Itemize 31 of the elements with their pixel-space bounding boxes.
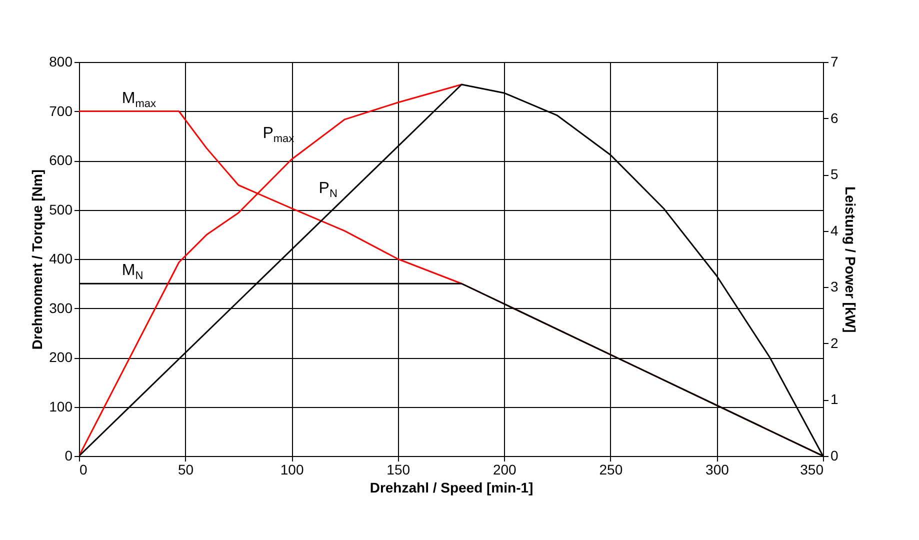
y2-tick-label: 5 bbox=[830, 166, 838, 182]
y2-tick-label: 2 bbox=[830, 334, 838, 351]
y-tick-label: 600 bbox=[49, 152, 73, 168]
x-tick-label: 300 bbox=[706, 462, 730, 478]
y-tick-label: 700 bbox=[49, 102, 73, 119]
x-tick-label: 0 bbox=[80, 462, 88, 478]
x-tick-label: 50 bbox=[178, 462, 194, 478]
series-label: M$_{max}$ bbox=[122, 90, 156, 110]
x-tick-label: 350 bbox=[800, 462, 824, 478]
y-tick-label: 400 bbox=[49, 250, 73, 266]
y-tick-label: 500 bbox=[49, 201, 73, 218]
y2-tick-label: 3 bbox=[830, 278, 838, 295]
y2-tick-label: 1 bbox=[830, 391, 838, 408]
y-tick-label: 800 bbox=[49, 54, 73, 70]
y-axis-title: Drehmoment / Torque [Nm] bbox=[29, 169, 46, 350]
series-label: M$_{N}$ bbox=[122, 262, 144, 282]
y-tick-label: 200 bbox=[49, 349, 73, 365]
y-tick-label: 100 bbox=[49, 398, 73, 414]
y2-tick-label: 0 bbox=[830, 448, 838, 464]
series-label: P$_{N}$ bbox=[318, 180, 338, 200]
x-tick-label: 100 bbox=[280, 462, 304, 478]
x-axis-title: Drehzahl / Speed [min-1] bbox=[370, 480, 534, 496]
y-tick-label: 0 bbox=[64, 448, 73, 464]
y2-tick-label: 7 bbox=[830, 54, 838, 70]
y2-axis-title: Leistung / Power [kW] bbox=[842, 186, 858, 333]
x-tick-label: 250 bbox=[599, 462, 623, 478]
y2-tick-label: 6 bbox=[830, 110, 838, 126]
x-tick-label: 150 bbox=[386, 462, 410, 478]
y2-tick-label: 4 bbox=[830, 222, 838, 238]
y-tick-label: 300 bbox=[49, 300, 73, 316]
x-tick-label: 200 bbox=[492, 462, 517, 478]
